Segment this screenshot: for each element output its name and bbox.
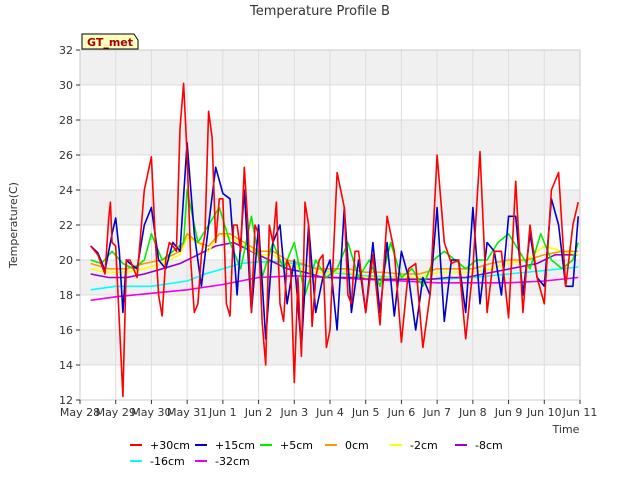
series-line-30cm bbox=[90, 82, 579, 398]
site-badge-text: GT_met bbox=[87, 36, 133, 49]
y-tick-label: 28 bbox=[59, 114, 73, 127]
y-axis-label: Temperature(C) bbox=[7, 182, 20, 269]
legend-label: -8cm bbox=[475, 439, 503, 452]
series-line-15cm bbox=[90, 142, 579, 349]
legend-label: -32cm bbox=[215, 455, 250, 468]
y-tick-label: 20 bbox=[59, 254, 73, 267]
site-badge: GT_met bbox=[81, 33, 139, 50]
series-line-0cm bbox=[90, 233, 579, 275]
x-tick-label: Jun 1 bbox=[208, 406, 237, 419]
x-tick-label: Jun 4 bbox=[315, 406, 344, 419]
legend: +30cm +15cm +5cm 0cm -2cm -8cm -16cm -32cm bbox=[130, 439, 503, 468]
y-tick-label: 16 bbox=[59, 324, 73, 337]
x-tick-label: Jun 9 bbox=[494, 406, 523, 419]
legend-label: +15cm bbox=[215, 439, 255, 452]
y-tick-label: 14 bbox=[59, 359, 73, 372]
legend-label: -2cm bbox=[410, 439, 438, 452]
x-tick-label: Jun 11 bbox=[562, 406, 598, 419]
x-tick-label: Jun 3 bbox=[279, 406, 308, 419]
x-tick-label: Jun 2 bbox=[244, 406, 273, 419]
x-tick-label: May 29 bbox=[96, 406, 136, 419]
x-tick-label: May 28 bbox=[60, 406, 100, 419]
x-tick-label: Jun 10 bbox=[526, 406, 562, 419]
y-axis-ticks: 12 14 16 18 20 22 24 26 28 30 32 bbox=[59, 44, 80, 407]
x-tick-label: May 30 bbox=[131, 406, 171, 419]
legend-label: -16cm bbox=[150, 455, 185, 468]
series-line-2cm bbox=[90, 233, 579, 279]
x-axis-label: Time bbox=[552, 423, 580, 436]
legend-label: +30cm bbox=[150, 439, 190, 452]
x-tick-label: May 31 bbox=[167, 406, 207, 419]
y-tick-label: 26 bbox=[59, 149, 73, 162]
x-tick-label: Jun 8 bbox=[458, 406, 487, 419]
site-badge-box bbox=[81, 33, 139, 50]
legend-label: +5cm bbox=[280, 439, 313, 452]
chart-title: Temperature Profile B bbox=[249, 4, 390, 19]
y-tick-label: 30 bbox=[59, 79, 73, 92]
y-tick-label: 12 bbox=[59, 394, 73, 407]
series-layer bbox=[90, 82, 579, 398]
x-tick-label: Jun 5 bbox=[351, 406, 380, 419]
y-tick-label: 18 bbox=[59, 289, 73, 302]
y-tick-label: 22 bbox=[59, 219, 73, 232]
y-tick-label: 32 bbox=[59, 44, 73, 57]
y-tick-label: 24 bbox=[59, 184, 73, 197]
x-tick-label: Jun 6 bbox=[387, 406, 416, 419]
x-tick-label: Jun 7 bbox=[422, 406, 451, 419]
legend-label: 0cm bbox=[345, 439, 369, 452]
